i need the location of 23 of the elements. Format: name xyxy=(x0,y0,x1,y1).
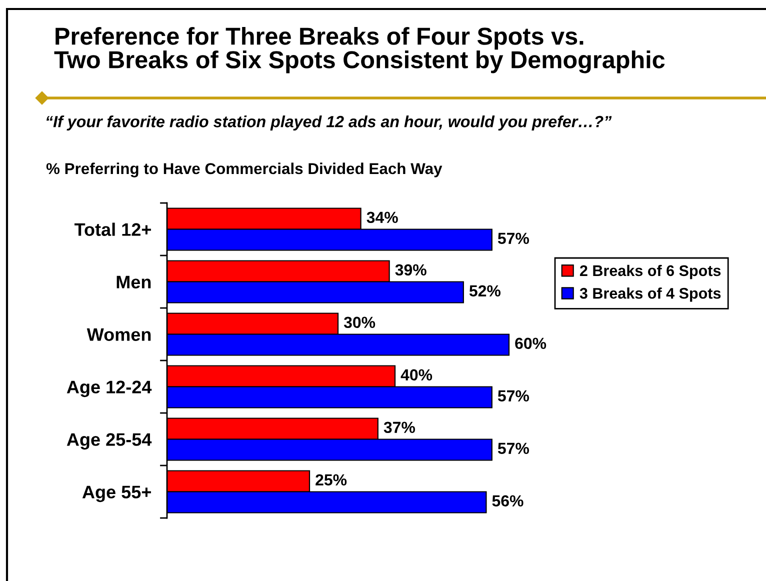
y-tick-label: Age 25-54 xyxy=(66,433,152,450)
data-label: 56% xyxy=(492,495,524,507)
data-label: 57% xyxy=(498,390,530,402)
data-label: 57% xyxy=(498,442,530,454)
data-label: 60% xyxy=(515,338,546,350)
chart-subtitle: “If your favorite radio station played 12 ads an hour, would you prefer…?” xyxy=(46,115,612,131)
y-tick-label: Men xyxy=(116,276,151,288)
data-label: 25% xyxy=(316,474,347,486)
y-tick-label: Age 55+ xyxy=(82,486,151,502)
legend-label: 2 Breaks of 6 Spots xyxy=(580,264,721,280)
data-label: 52% xyxy=(469,285,501,297)
text: % Preferring to Have Commercials Divided Each Way xyxy=(46,162,442,178)
y-tick-label: Women xyxy=(86,328,151,341)
data-label: 34% xyxy=(366,212,398,224)
data-label: 57% xyxy=(498,232,530,244)
y-tick-label: Age 12-24 xyxy=(66,380,152,398)
data-label: 39% xyxy=(395,264,426,276)
y-tick-label: Total 12+ xyxy=(74,222,151,236)
data-label: 40% xyxy=(400,369,432,381)
data-label: 30% xyxy=(344,316,376,328)
chart-title: Preference for Three Breaks of Four Spots vs. Two Breaks of Six Spots Consistent by Demographic xyxy=(54,27,665,74)
data-label: 37% xyxy=(384,422,416,434)
legend-label: 3 Breaks of 4 Spots xyxy=(580,288,721,302)
